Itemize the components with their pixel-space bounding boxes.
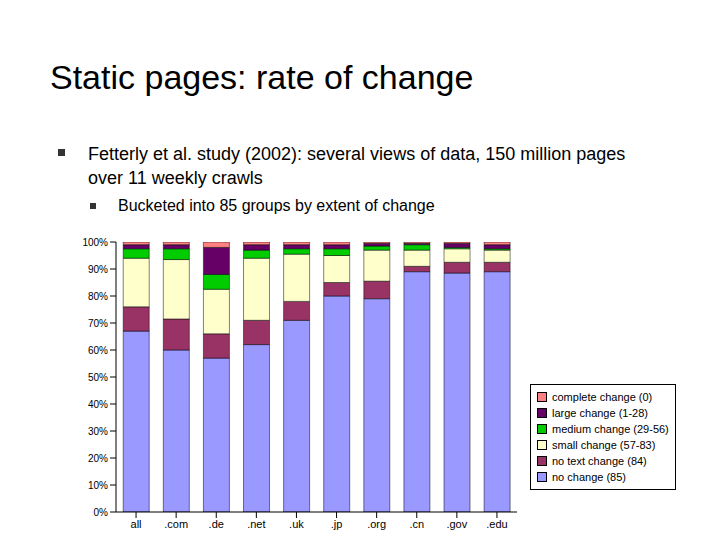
html-text:Static pages: rate of change: Static pages: rate of change [50, 58, 474, 96]
html-text:medium change (29-56): medium change (29-56) [552, 423, 669, 435]
html-text:no text change (84): no text change (84) [552, 455, 647, 467]
html-text:small change (57-83): small change (57-83) [552, 439, 656, 451]
svg-text:.jp: .jp [331, 518, 343, 530]
svg-text:70%: 70% [88, 318, 108, 329]
svg-text:40%: 40% [88, 399, 108, 410]
svg-text:90%: 90% [88, 264, 108, 275]
html-text:no change (85): no change (85) [552, 471, 626, 483]
svg-text:100%: 100% [82, 237, 108, 248]
svg-text:.edu: .edu [486, 518, 507, 530]
svg-text:60%: 60% [88, 345, 108, 356]
svg-text:50%: 50% [88, 372, 108, 383]
svg-text:0%: 0% [94, 507, 109, 518]
html-text:Bucketed into 85 groups by ext: Bucketed into 85 groups by extent of cha… [118, 197, 435, 214]
html-text:Fetterly et al. study (2002):: Fetterly et al. study (2002): several vi… [88, 144, 626, 188]
svg-text:.net: .net [247, 518, 265, 530]
svg-text:.com: .com [164, 518, 188, 530]
svg-text:80%: 80% [88, 291, 108, 302]
html-text:large change (1-28): large change (1-28) [552, 407, 648, 419]
svg-text:.uk: .uk [289, 518, 304, 530]
svg-text:20%: 20% [88, 453, 108, 464]
svg-text:.de: .de [209, 518, 224, 530]
svg-text:all: all [131, 518, 142, 530]
svg-text:10%: 10% [88, 480, 108, 491]
html-text:complete change (0): complete change (0) [552, 391, 653, 403]
svg-text:.cn: .cn [409, 518, 424, 530]
svg-text:.gov: .gov [446, 518, 467, 530]
svg-text:.org: .org [367, 518, 386, 530]
svg-text:30%: 30% [88, 426, 108, 437]
